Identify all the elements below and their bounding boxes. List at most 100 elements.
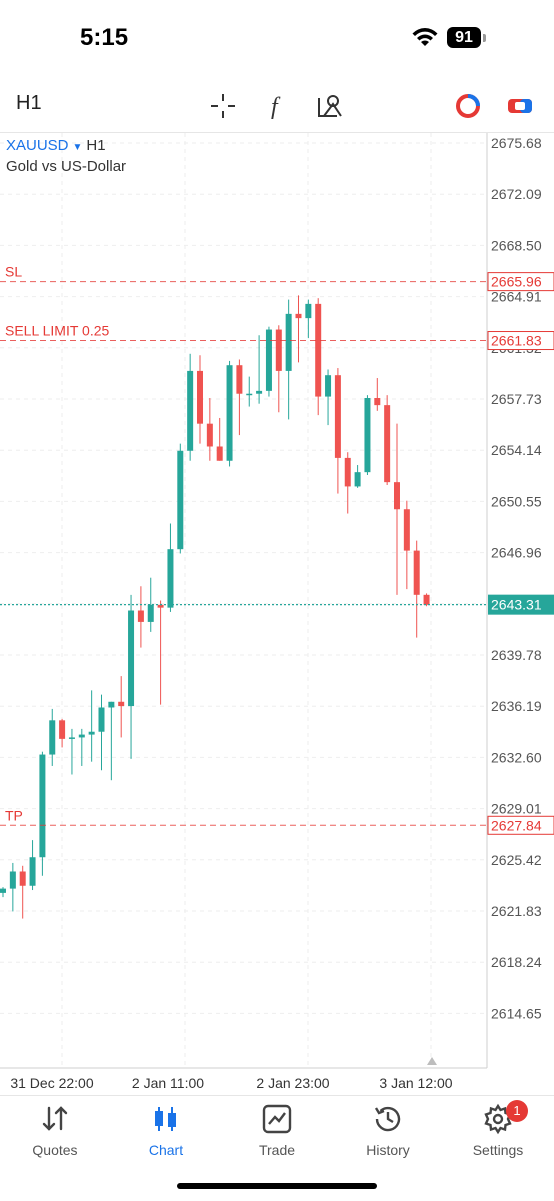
price-tick-label: 2621.83: [491, 903, 542, 919]
color-scheme-icon[interactable]: [452, 90, 484, 122]
candle-bull: [78, 734, 85, 738]
level-price-box: [487, 815, 554, 835]
chart-toolbar: H1 f: [0, 80, 554, 133]
price-chart[interactable]: 2675.682672.092668.502664.912661.322657.…: [0, 133, 554, 1093]
price-tick-label: 2657.73: [491, 391, 542, 407]
price-tick-label: 2618.24: [491, 954, 542, 970]
tab-bar: Quotes Chart Trade History: [0, 1095, 554, 1201]
time-tick-label: 2 Jan 11:00: [132, 1075, 204, 1091]
candle-bear: [403, 509, 410, 551]
level-price-label: 2627.84: [491, 817, 542, 833]
candle-bull: [177, 450, 184, 550]
level-label[interactable]: SL: [5, 264, 22, 280]
candle-bull: [265, 329, 272, 391]
symbol-timeframe: H1: [86, 137, 106, 154]
candle-bull: [68, 737, 75, 739]
time-tick-label: 31 Dec 22:00: [10, 1075, 93, 1091]
price-tick-label: 2672.09: [491, 186, 542, 202]
battery-nub: [483, 34, 486, 42]
tab-settings-label: Settings: [472, 1142, 524, 1158]
candle-bear: [275, 329, 282, 371]
status-time: 5:15: [80, 24, 129, 51]
candle-bull: [108, 701, 115, 708]
candle-bear: [374, 398, 381, 406]
time-tick-label: 2 Jan 23:00: [256, 1075, 329, 1091]
candle-bear: [334, 375, 341, 458]
price-tick-label: 2646.96: [491, 545, 542, 561]
symbol-dropdown-icon[interactable]: ▼: [72, 142, 83, 153]
candle-bull: [39, 754, 46, 858]
tab-history[interactable]: History: [338, 1102, 438, 1172]
status-bar: 5:15 91: [0, 0, 554, 80]
chart-icon: [155, 1107, 176, 1131]
symbol-description: Gold vs US-Dollar: [6, 158, 127, 175]
tab-quotes[interactable]: Quotes: [5, 1102, 105, 1172]
price-tick-label: 2654.14: [491, 442, 542, 458]
level-label[interactable]: TP: [5, 807, 23, 823]
candle-bull: [187, 370, 194, 451]
candle-bull: [147, 604, 154, 622]
candle-bear: [137, 610, 144, 622]
price-tick-label: 2650.55: [491, 493, 542, 509]
candle-bear: [384, 405, 391, 483]
tab-trade-label: Trade: [258, 1142, 296, 1158]
crosshair-icon[interactable]: [207, 90, 239, 122]
time-tick-label: 3 Jan 12:00: [379, 1075, 452, 1091]
tab-settings[interactable]: 1 Settings: [448, 1100, 548, 1172]
candle-bear: [423, 594, 430, 605]
price-tick-label: 2625.42: [491, 852, 542, 868]
trade-panel-icon[interactable]: [504, 90, 536, 122]
price-tick-label: 2632.60: [491, 749, 542, 765]
wifi-icon: [412, 28, 438, 46]
price-tick-label: 2639.78: [491, 647, 542, 663]
level-price-box: [487, 272, 554, 292]
candle-bull: [226, 365, 233, 461]
candle-bull: [246, 393, 253, 396]
level-price-box: [487, 331, 554, 351]
candle-bear: [59, 720, 66, 739]
tab-chart[interactable]: Chart: [116, 1102, 216, 1172]
chart-area[interactable]: 2675.682672.092668.502664.912661.322657.…: [0, 133, 554, 1093]
tab-history-label: History: [366, 1142, 410, 1158]
candle-bull: [256, 390, 263, 394]
symbol-header: XAUUSD ▼ H1: [6, 137, 106, 154]
tab-quotes-label: Quotes: [32, 1142, 78, 1158]
symbol-name[interactable]: XAUUSD: [6, 137, 69, 154]
battery-indicator: 91: [447, 27, 481, 48]
candle-bear: [118, 701, 125, 707]
history-icon: [374, 1106, 401, 1132]
candle-bull: [128, 610, 135, 707]
candle-bull: [88, 731, 95, 735]
candle-bear: [295, 313, 302, 319]
level-price-label: 2661.83: [491, 333, 542, 349]
candle-bull: [0, 888, 6, 893]
current-price-box: [488, 594, 554, 615]
candle-bear: [413, 550, 420, 595]
candle-bear: [394, 482, 400, 510]
price-tick-label: 2614.65: [491, 1005, 542, 1021]
chart-shift-marker[interactable]: [427, 1057, 437, 1065]
function-icon[interactable]: f: [262, 90, 294, 122]
candle-bull: [9, 871, 16, 889]
timeframe-button[interactable]: H1: [16, 92, 42, 114]
candle-bull: [325, 375, 332, 397]
tab-chart-label: Chart: [148, 1142, 184, 1158]
candle-bull: [167, 549, 174, 608]
candle-bear: [315, 303, 322, 397]
candle-bear: [216, 446, 223, 461]
price-tick-label: 2629.01: [491, 801, 542, 817]
level-label[interactable]: SELL LIMIT 0.25: [5, 323, 109, 339]
price-tick-label: 2675.68: [491, 135, 542, 151]
candle-bull: [305, 303, 312, 319]
quotes-icon: [42, 1106, 68, 1131]
tab-trade[interactable]: Trade: [227, 1102, 327, 1172]
settings-badge: 1: [506, 1100, 528, 1122]
candle-bull: [354, 472, 361, 487]
candle-bull: [29, 857, 36, 886]
candle-bear: [344, 457, 351, 487]
objects-icon[interactable]: [314, 90, 346, 122]
candle-bear: [236, 365, 243, 394]
candle-bull: [364, 398, 371, 473]
candle-bear: [206, 423, 213, 447]
home-indicator: [177, 1183, 377, 1189]
